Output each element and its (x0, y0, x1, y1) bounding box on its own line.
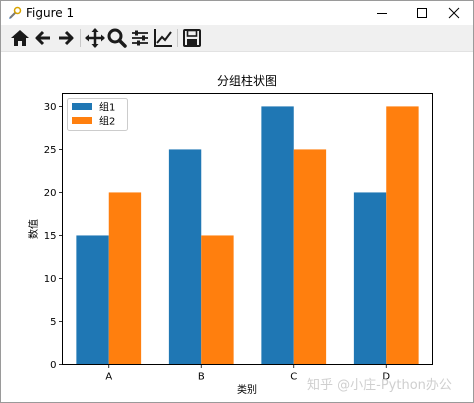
bar-C-series-1 (261, 106, 294, 365)
home-icon[interactable] (9, 27, 31, 49)
bar-B-series-2 (201, 235, 234, 365)
x-tick-label: D (382, 372, 390, 383)
maximize-button[interactable] (403, 1, 441, 25)
y-tick-label: 20 (44, 188, 57, 199)
save-icon[interactable] (181, 27, 203, 49)
bar-D-series-2 (386, 106, 419, 365)
navigation-toolbar (1, 25, 473, 52)
bars-layer (76, 106, 419, 365)
toolbar-separator (80, 29, 81, 47)
toolbar-separator (177, 29, 178, 47)
forward-icon[interactable] (55, 27, 77, 49)
back-icon[interactable] (32, 27, 54, 49)
y-tick-label: 0 (50, 360, 56, 371)
bar-C-series-2 (293, 149, 327, 365)
title-bar: Figure 1 (1, 1, 473, 25)
ticks-layer: A B C D 0 5 10 15 20 25 30 (44, 102, 391, 383)
zoom-icon[interactable] (106, 27, 128, 49)
x-tick-label: C (290, 372, 297, 383)
legend-label: 组2 (99, 115, 115, 128)
plot-area-frame (62, 93, 433, 365)
x-tick-label: A (105, 372, 112, 383)
watermark: 知乎 @小庄-Python办公 (307, 378, 452, 393)
y-tick-label: 25 (44, 145, 57, 156)
app-icon (9, 6, 22, 19)
minimize-button[interactable] (363, 1, 401, 25)
legend-swatch (72, 103, 92, 110)
pan-icon[interactable] (84, 27, 106, 49)
y-tick-label: 5 (50, 317, 56, 328)
y-tick-label: 30 (44, 102, 57, 113)
legend-swatch (72, 117, 92, 124)
x-tick-label: B (198, 372, 205, 383)
y-tick-label: 10 (44, 274, 57, 285)
legend-label: 组1 (99, 101, 115, 114)
close-button[interactable] (435, 1, 473, 25)
bar-A-series-2 (108, 192, 142, 365)
configure-subplots-icon[interactable] (129, 27, 151, 49)
bar-B-series-1 (168, 149, 202, 365)
bar-A-series-1 (76, 235, 109, 365)
window-title: Figure 1 (26, 6, 75, 20)
edit-axis-icon[interactable] (152, 27, 174, 49)
bar-D-series-1 (353, 192, 387, 365)
y-axis-label: 数值 (27, 219, 40, 239)
chart-title: 分组柱状图 (217, 73, 277, 88)
y-tick-label: 15 (44, 231, 57, 242)
x-axis-label: 类别 (237, 383, 257, 396)
